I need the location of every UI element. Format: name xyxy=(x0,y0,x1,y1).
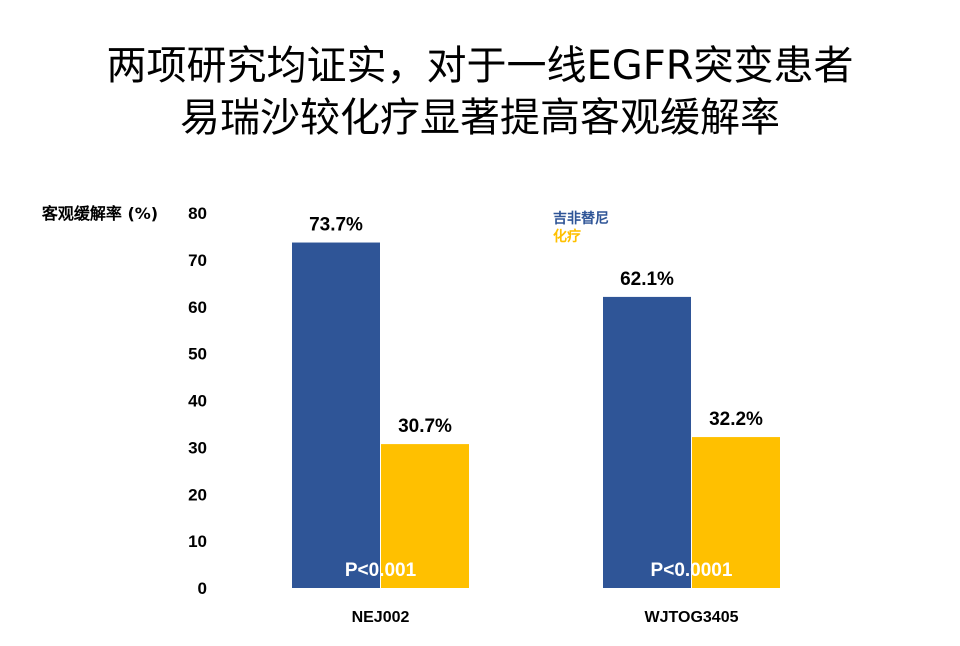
bar xyxy=(603,296,691,588)
data-label: 30.7% xyxy=(398,416,452,437)
category-label: NEJ002 xyxy=(352,609,410,626)
y-tick-label: 80 xyxy=(188,204,207,223)
y-tick-label: 70 xyxy=(188,251,207,270)
bar xyxy=(292,242,380,588)
bar xyxy=(692,437,780,588)
bar xyxy=(381,444,469,588)
legend-entry: 化疗 xyxy=(553,228,581,245)
p-value-annotation: P<0.001 xyxy=(345,560,417,581)
data-label: 32.2% xyxy=(709,409,763,430)
legend-entry: 吉非替尼 xyxy=(553,210,609,227)
title-line-1: 两项研究均证实，对于一线EGFR突变患者 xyxy=(106,43,854,89)
data-label: 62.1% xyxy=(620,269,674,290)
y-tick-label: 20 xyxy=(188,485,207,504)
y-tick-label: 30 xyxy=(188,438,207,457)
y-tick-label: 10 xyxy=(188,532,207,551)
title-line-2: 易瑞沙较化疗显著提高客观缓解率 xyxy=(180,95,780,141)
category-label: WJTOG3405 xyxy=(645,609,739,626)
y-tick-label: 60 xyxy=(188,298,207,317)
page-title: 两项研究均证实，对于一线EGFR突变患者 易瑞沙较化疗显著提高客观缓解率 xyxy=(0,40,960,144)
y-tick-label: 40 xyxy=(188,392,207,411)
p-value-annotation: P<0.0001 xyxy=(651,560,733,581)
y-axis-label: 客观缓解率 (%) xyxy=(42,204,158,223)
y-tick-label: 50 xyxy=(188,345,207,364)
data-label: 73.7% xyxy=(309,215,363,236)
y-tick-label: 0 xyxy=(198,579,207,598)
